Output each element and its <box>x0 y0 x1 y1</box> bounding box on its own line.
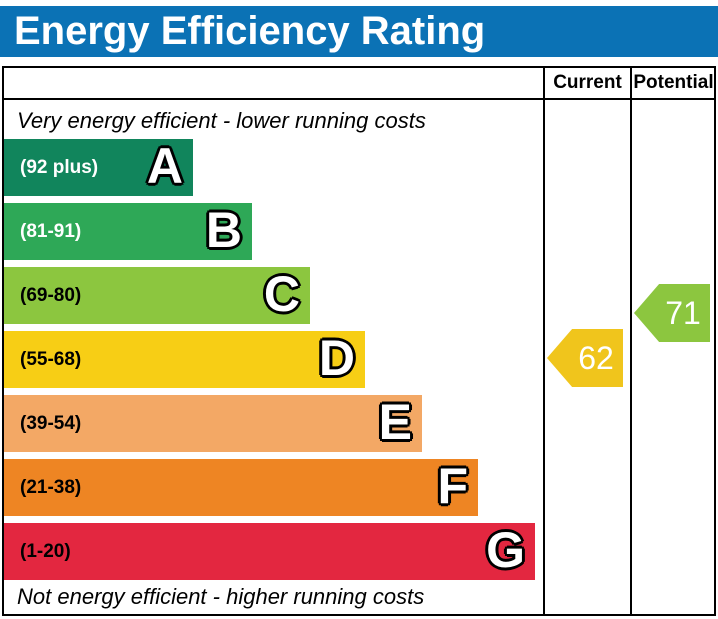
page-title: Energy Efficiency Rating <box>14 9 486 53</box>
rating-band: (92 plus) A <box>4 139 193 196</box>
current-column-divider <box>543 66 545 616</box>
bottom-note: Not energy efficient - higher running co… <box>17 584 425 609</box>
band-letter: G <box>486 521 525 578</box>
rating-band: (1-20) G <box>4 523 535 580</box>
potential-column-header: Potential <box>633 72 714 93</box>
title-bar: Energy Efficiency Rating <box>0 6 718 57</box>
band-range-label: (55-68) <box>20 348 82 370</box>
band-range-label: (81-91) <box>20 220 82 242</box>
band-range-label: (69-80) <box>20 284 82 306</box>
top-note: Very energy efficient - lower running co… <box>17 108 426 133</box>
potential-column-divider <box>630 66 632 616</box>
rating-band: (55-68) D <box>4 331 365 388</box>
band-letter: B <box>205 201 242 258</box>
band-range-label: (39-54) <box>20 412 82 434</box>
current-rating-marker: 62 <box>547 329 623 387</box>
rating-band: (81-91) B <box>4 203 252 260</box>
header-row-divider <box>2 98 716 100</box>
band-letter: D <box>318 329 355 386</box>
band-letter: C <box>263 265 300 322</box>
rating-band: (69-80) C <box>4 267 310 324</box>
potential-rating-value: 71 <box>665 294 701 331</box>
current-rating-value: 62 <box>578 339 614 376</box>
rating-band: (21-38) F <box>4 459 478 516</box>
band-letter: E <box>378 393 412 450</box>
band-letter: A <box>146 137 183 194</box>
current-column-header: Current <box>553 72 622 93</box>
band-range-label: (21-38) <box>20 476 82 498</box>
band-range-label: (92 plus) <box>20 156 99 178</box>
rating-table-border <box>2 66 716 616</box>
band-letter: F <box>437 457 468 514</box>
band-range-label: (1-20) <box>20 540 71 562</box>
rating-band: (39-54) E <box>4 395 422 452</box>
